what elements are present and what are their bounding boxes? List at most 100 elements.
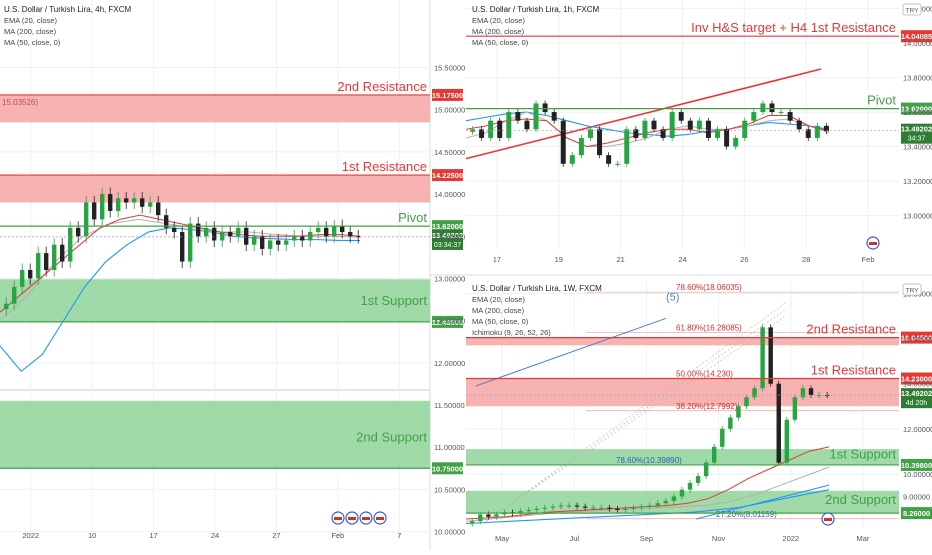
- candle: [478, 514, 483, 522]
- candle: [687, 482, 693, 490]
- candle: [542, 507, 548, 509]
- level-name-label: 1st Resistance: [342, 159, 427, 174]
- panel-top-right: Inv H&S target + H4 1st Resistance 14.040…: [465, 0, 932, 264]
- current-price-timer: 34:37: [908, 136, 926, 143]
- candle: [599, 507, 604, 509]
- indicator-legend: MA (200, close): [472, 27, 525, 36]
- candle: [624, 129, 630, 164]
- chart-title: U.S. Dollar / Turkish Lira, 1h, FXCM: [472, 5, 599, 14]
- zone-support: [0, 279, 430, 322]
- candle: [488, 120, 494, 138]
- candle: [116, 198, 121, 211]
- axis-price-tag: [432, 169, 463, 182]
- y-tick-label: 15.50000: [434, 64, 465, 73]
- candle: [84, 202, 89, 237]
- candle: [188, 223, 193, 262]
- event-flag-icon-stripe: [869, 242, 877, 245]
- candle: [752, 388, 757, 398]
- indicator-legend: Ichimoku (9, 26, 52, 26): [472, 328, 551, 337]
- x-tick-label: 21: [616, 255, 624, 264]
- axis-price-tag-label: 10.39800: [901, 461, 932, 470]
- wave-label: (5): [666, 291, 679, 303]
- y-tick-label: 12.00000: [434, 359, 465, 368]
- x-tick-label: May: [495, 534, 509, 543]
- level-name-label: 1st Resistance: [811, 363, 896, 378]
- y-tick-label: 12.00000: [903, 425, 932, 434]
- zone-note: 15.03526): [2, 98, 38, 107]
- panel-bottom-right: 78.60%(18.06035) 61.80%(16.28085) 50.00%(1…: [465, 280, 932, 543]
- candle: [582, 506, 588, 508]
- candle: [506, 112, 512, 138]
- candle: [497, 120, 503, 138]
- indicator-legend: MA (50, close, 0): [472, 317, 529, 326]
- candle: [148, 202, 153, 207]
- candle: [212, 227, 217, 241]
- fib-fan-line: [485, 309, 787, 522]
- event-flag-icon-stripe: [824, 518, 832, 521]
- wave-line: [475, 317, 667, 387]
- candle: [587, 129, 593, 138]
- candle: [284, 240, 289, 245]
- candle: [660, 129, 666, 138]
- candle: [348, 232, 353, 237]
- y-tick-label: 10.50000: [434, 485, 465, 494]
- candle: [36, 253, 41, 279]
- candle: [631, 507, 636, 509]
- candle: [156, 202, 161, 216]
- candle: [268, 240, 273, 249]
- candle: [651, 120, 657, 130]
- y-tick-label: 12.50000: [434, 317, 465, 326]
- x-tick-label: 7: [397, 531, 401, 540]
- x-tick-label: 26: [740, 255, 748, 264]
- axis-price-tag: [901, 30, 932, 43]
- candle: [100, 194, 105, 220]
- indicator-legend: MA (200, close): [4, 27, 57, 36]
- candle: [316, 227, 321, 233]
- candle: [60, 244, 65, 262]
- candle: [124, 198, 129, 203]
- y-tick-label: 13.20000: [903, 177, 932, 186]
- ma200-line: [465, 489, 830, 525]
- candle: [696, 120, 702, 130]
- indicator-legend: MA (200, close): [472, 306, 525, 315]
- candle: [28, 270, 33, 279]
- candle: [68, 227, 73, 262]
- y-tick-label: 9.00000: [903, 492, 930, 501]
- candle: [204, 227, 209, 237]
- panel-left: 2nd Resistance 15.17500 15.03526) 1st Resis…: [0, 0, 465, 540]
- x-tick-label: 28: [802, 255, 810, 264]
- indicator-legend: EMA (20, close): [472, 16, 525, 25]
- axis-price-tag: [432, 88, 463, 101]
- candle: [607, 507, 612, 509]
- candle: [751, 112, 757, 121]
- candle: [574, 505, 580, 507]
- candle: [551, 112, 557, 121]
- candle: [687, 120, 693, 130]
- candle: [742, 120, 748, 138]
- candle: [494, 514, 499, 517]
- x-tick-label: 2022: [782, 534, 799, 543]
- axis-price-tag-label: 13.62000: [901, 105, 932, 114]
- candle: [132, 198, 137, 203]
- candle: [776, 383, 781, 463]
- y-tick-label: 13.00000: [903, 212, 932, 221]
- candle: [92, 202, 97, 220]
- fib-fan-line: [485, 315, 787, 522]
- candle: [479, 129, 485, 138]
- fib-fan-line: [485, 302, 787, 522]
- candle: [515, 112, 521, 121]
- candle: [769, 103, 775, 113]
- candle: [569, 155, 575, 164]
- indicator-legend: MA (50, close, 0): [4, 38, 61, 47]
- chart-title: U.S. Dollar / Turkish Lira, 4h, FXCM: [4, 5, 131, 14]
- indicator-legend: EMA (20, close): [472, 295, 525, 304]
- candle: [196, 223, 201, 237]
- zone-resistance: [0, 94, 430, 123]
- axis-price-tag-label: 8.26000: [903, 509, 930, 518]
- candle: [606, 155, 612, 164]
- candle: [655, 503, 660, 506]
- candle: [715, 129, 721, 138]
- ema-line: [465, 115, 830, 148]
- candle: [712, 446, 717, 463]
